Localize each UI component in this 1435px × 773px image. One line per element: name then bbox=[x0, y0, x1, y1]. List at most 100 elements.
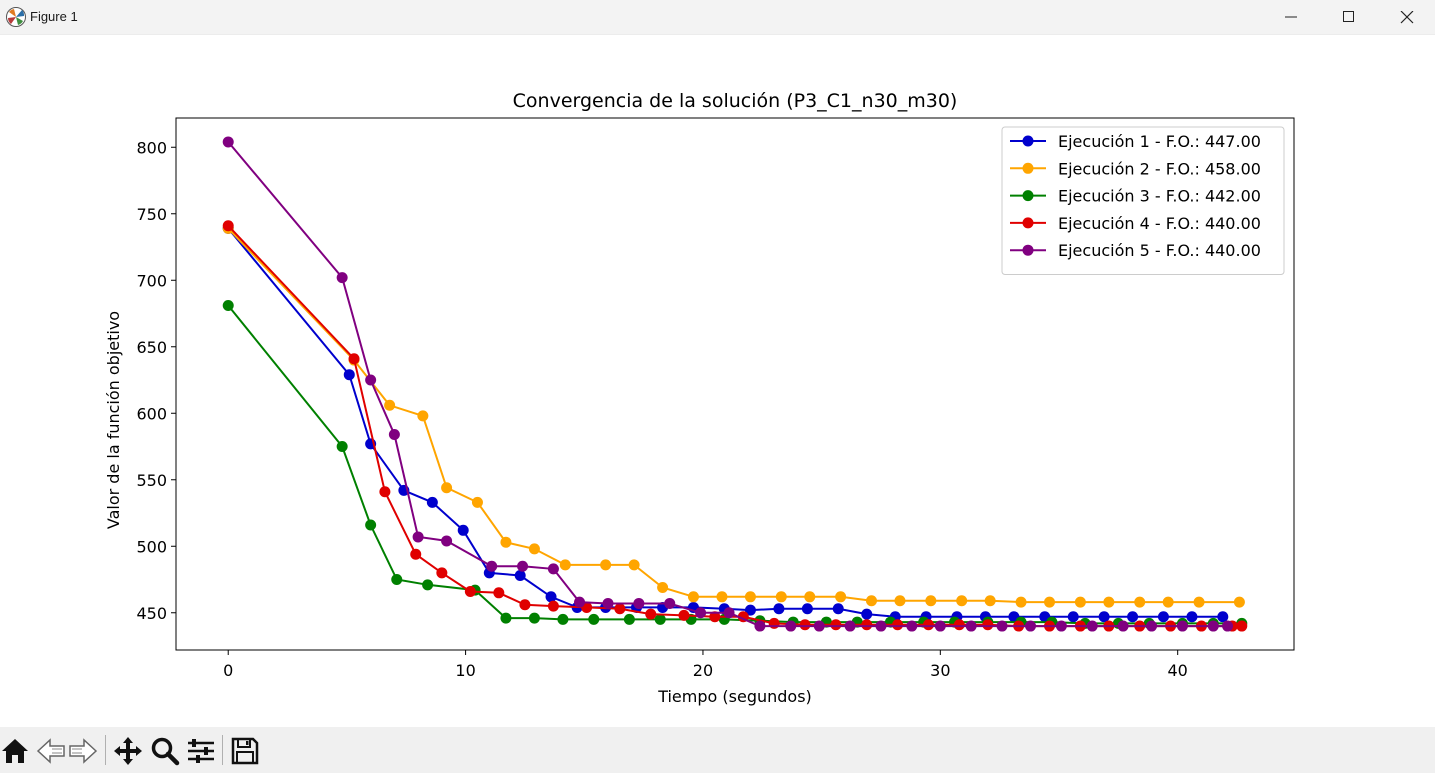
data-point bbox=[628, 559, 640, 571]
series-2 bbox=[222, 222, 1245, 608]
y-tick-label: 700 bbox=[136, 271, 167, 290]
data-point bbox=[695, 607, 707, 619]
data-point bbox=[844, 620, 856, 632]
data-point bbox=[600, 559, 612, 571]
legend-entry: Ejecución 2 - F.O.: 458.00 bbox=[1058, 159, 1261, 178]
data-point bbox=[528, 612, 540, 624]
axes-frame bbox=[175, 117, 1295, 651]
legend-swatch-marker bbox=[1022, 190, 1034, 202]
data-point bbox=[865, 595, 877, 607]
configure-subplots-icon bbox=[188, 739, 214, 763]
zoom-button[interactable] bbox=[150, 736, 180, 766]
data-point bbox=[894, 595, 906, 607]
x-tick-label: 40 bbox=[1168, 661, 1188, 680]
navigation-toolbar bbox=[0, 727, 1435, 773]
toolbar-separator bbox=[222, 735, 223, 765]
data-point bbox=[861, 608, 873, 620]
data-point bbox=[1098, 611, 1110, 623]
legend-entry: Ejecución 5 - F.O.: 440.00 bbox=[1058, 241, 1261, 260]
data-point bbox=[906, 620, 918, 632]
data-point bbox=[471, 496, 483, 508]
configure-subplots-button[interactable] bbox=[186, 736, 216, 766]
data-point bbox=[744, 604, 756, 616]
data-point bbox=[785, 620, 797, 632]
maximize-button[interactable] bbox=[1320, 0, 1378, 35]
y-tick-label: 650 bbox=[136, 338, 167, 357]
data-point bbox=[775, 591, 787, 603]
data-point bbox=[559, 559, 571, 571]
y-tick-label: 450 bbox=[136, 604, 167, 623]
series-line bbox=[227, 227, 1223, 618]
data-point bbox=[514, 570, 526, 582]
data-point bbox=[486, 560, 498, 572]
data-point bbox=[1015, 596, 1027, 608]
window-titlebar: Figure 1 bbox=[0, 0, 1435, 35]
data-point bbox=[1074, 596, 1086, 608]
data-point bbox=[410, 548, 422, 560]
data-point bbox=[925, 595, 937, 607]
legend-swatch-marker bbox=[1022, 135, 1034, 147]
data-point bbox=[336, 441, 348, 453]
data-point bbox=[1176, 620, 1188, 632]
data-point bbox=[744, 591, 756, 603]
series-5 bbox=[222, 136, 1234, 632]
data-point bbox=[678, 609, 690, 621]
data-point bbox=[1236, 620, 1248, 632]
data-point bbox=[441, 482, 453, 494]
data-point bbox=[892, 619, 904, 631]
data-point bbox=[519, 599, 531, 611]
y-tick-label: 550 bbox=[136, 471, 167, 490]
plot-area: 0 10 20 30 40 450 500 550 600 650 700 750 800 bbox=[136, 117, 1295, 680]
data-point bbox=[723, 607, 735, 619]
minimize-button[interactable] bbox=[1262, 0, 1320, 35]
home-icon bbox=[2, 739, 28, 763]
data-point bbox=[1086, 620, 1098, 632]
data-point bbox=[956, 595, 968, 607]
legend-entry: Ejecución 4 - F.O.: 440.00 bbox=[1058, 214, 1261, 233]
data-point bbox=[1207, 620, 1219, 632]
data-point bbox=[1134, 596, 1146, 608]
data-point bbox=[602, 597, 614, 609]
data-point bbox=[754, 620, 766, 632]
data-point bbox=[1233, 596, 1245, 608]
figure-canvas[interactable]: Convergencia de la solución (P3_C1_n30_m… bbox=[0, 35, 1435, 727]
pan-button[interactable] bbox=[113, 736, 143, 766]
data-point bbox=[557, 613, 569, 625]
data-point bbox=[426, 496, 438, 508]
matplotlib-logo-icon bbox=[6, 7, 26, 27]
window-title: Figure 1 bbox=[30, 9, 78, 24]
data-point bbox=[391, 574, 403, 586]
data-point bbox=[965, 620, 977, 632]
data-point bbox=[1186, 611, 1198, 623]
data-point bbox=[1117, 620, 1129, 632]
data-point bbox=[222, 300, 234, 312]
data-point bbox=[984, 595, 996, 607]
y-axis-label: Valor de la función objetivo bbox=[104, 311, 123, 529]
chart[interactable]: Convergencia de la solución (P3_C1_n30_m… bbox=[0, 35, 1435, 727]
data-point bbox=[1127, 611, 1139, 623]
data-point bbox=[1025, 620, 1037, 632]
legend-entry: Ejecución 3 - F.O.: 442.00 bbox=[1058, 187, 1261, 206]
legend-swatch-marker bbox=[1022, 162, 1034, 174]
data-point bbox=[633, 597, 645, 609]
data-point bbox=[801, 603, 813, 615]
home-button[interactable] bbox=[0, 736, 30, 766]
data-point bbox=[348, 353, 360, 365]
x-axis-label: Tiempo (segundos) bbox=[657, 687, 812, 706]
maximize-icon bbox=[1343, 11, 1354, 22]
back-button[interactable] bbox=[36, 736, 66, 766]
save-icon bbox=[231, 737, 259, 765]
data-point bbox=[365, 519, 377, 531]
data-point bbox=[517, 560, 529, 572]
data-point bbox=[623, 613, 635, 625]
data-point bbox=[588, 613, 600, 625]
forward-button[interactable] bbox=[68, 736, 98, 766]
y-tick-label: 750 bbox=[136, 205, 167, 224]
data-point bbox=[222, 220, 234, 232]
data-point bbox=[1162, 596, 1174, 608]
y-tick-label: 800 bbox=[136, 138, 167, 157]
y-tick-label: 600 bbox=[136, 404, 167, 423]
save-button[interactable] bbox=[230, 736, 260, 766]
close-button[interactable] bbox=[1378, 0, 1435, 35]
series-1 bbox=[222, 222, 1229, 623]
